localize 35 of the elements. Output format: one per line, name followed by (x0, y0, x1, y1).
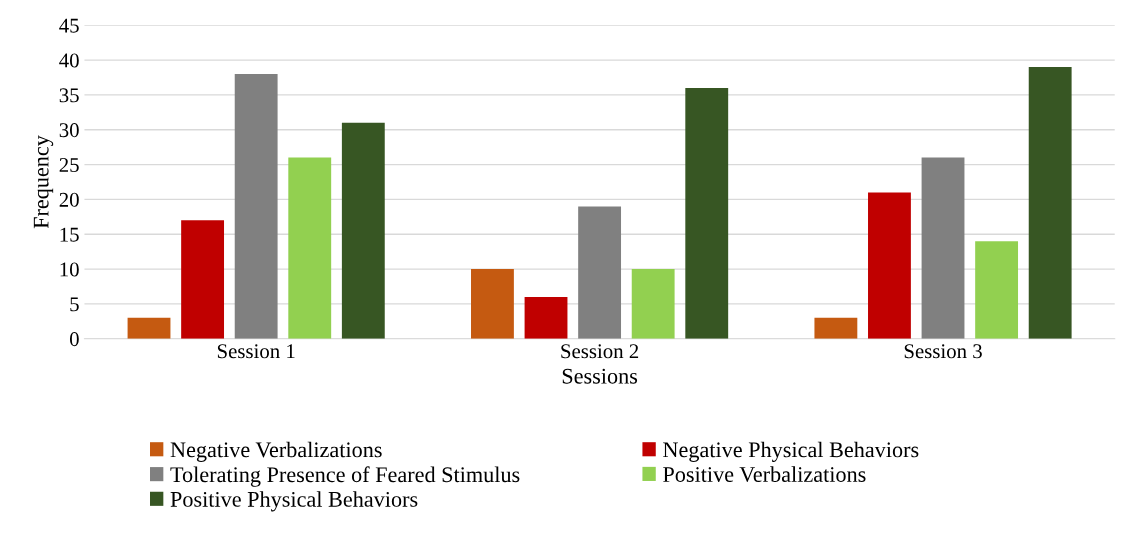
y-tick-label: 40 (59, 53, 79, 68)
y-tick-label: 20 (59, 192, 79, 207)
legend-label: Positive Physical Behaviors (170, 491, 418, 512)
legend-label: Negative Verbalizations (170, 441, 382, 462)
bar (921, 157, 965, 339)
y-tick-label: 5 (70, 297, 79, 312)
x-tick-label: Session 2 (561, 344, 639, 359)
legend-label: Negative Physical Behaviors (663, 441, 919, 462)
y-tick-label: 0 (69, 332, 79, 347)
y-tick-label: 10 (60, 262, 79, 277)
y-tick-label: 15 (60, 227, 79, 242)
bar (578, 206, 622, 339)
bar (234, 74, 278, 339)
bar (631, 269, 675, 339)
y-tick-label: 45 (59, 18, 79, 33)
bar (341, 122, 385, 339)
legend-label: Positive Verbalizations (663, 466, 866, 483)
bar (524, 296, 568, 339)
y-tick-label: 30 (59, 123, 79, 138)
y-axis-title: Frequency (33, 135, 54, 229)
x-axis-title: Sessions (562, 368, 638, 384)
legend-label: Tolerating Presence of Feared Stimulus (170, 466, 520, 487)
bar (471, 269, 514, 339)
bar (127, 317, 171, 339)
bar (685, 87, 729, 339)
bar (975, 241, 1019, 339)
bar (1028, 67, 1072, 339)
bar (288, 157, 332, 339)
bar (868, 192, 911, 339)
bar (181, 220, 225, 339)
y-tick-label: 25 (59, 158, 79, 173)
x-tick-label: Session 1 (217, 344, 295, 359)
bar (814, 317, 858, 339)
x-tick-label: Session 3 (904, 344, 982, 359)
y-tick-label: 35 (59, 88, 79, 103)
